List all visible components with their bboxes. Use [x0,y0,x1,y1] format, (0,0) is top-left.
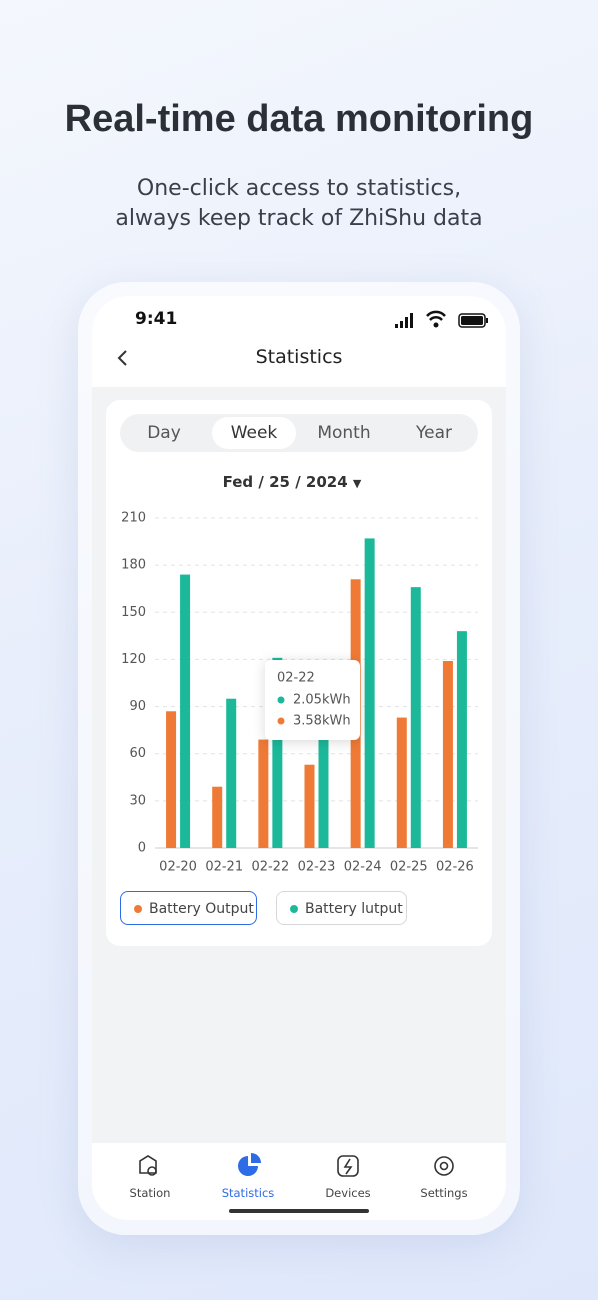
bar [396,717,407,848]
tooltip-title: 02-22 [277,671,315,686]
period-tab[interactable]: Month [317,423,371,443]
x-tick-label: 02-24 [344,860,382,875]
tooltip-box [265,660,360,740]
tab-station[interactable]: Station [129,1186,171,1200]
dropdown-arrow: ▼ [352,477,362,490]
date-label: Fed / 25 / 2024 [222,473,348,491]
tab-devices[interactable]: Devices [325,1186,371,1200]
x-tick-label: 02-23 [298,860,336,875]
y-tick-label: 210 [121,511,146,526]
bar [180,574,191,848]
y-tick-label: 0 [138,841,146,856]
y-tick-label: 120 [121,652,146,667]
headline: Real-time data monitoring [64,98,534,140]
status-time: 9:41 [135,309,178,329]
bar [364,538,375,848]
x-tick-label: 02-20 [159,860,197,875]
tooltip-dot [277,717,285,725]
status-icons [117,310,488,366]
period-tab[interactable]: Week [212,417,296,449]
nav-bar: 9:41 Statistics [92,296,506,387]
bar [410,587,421,848]
date-picker[interactable]: Fed / 25 / 2024 ▼ [106,473,478,491]
period-tabs: Day Week Month Year [120,414,478,452]
legend-dot [134,905,142,913]
tab-bar: Station Statistics Devices Settings [92,1143,506,1220]
subtitle-line: One-click access to statistics, [136,176,462,201]
bar [212,786,223,848]
bar [304,764,315,848]
nav-title: Statistics [255,346,343,368]
back-button[interactable] [117,350,127,366]
legend-item[interactable]: Battery Output [120,891,257,925]
tooltip: 02-22 2.05kWh 3.58kWh [265,660,360,740]
tooltip-item: 2.05kWh [293,693,351,708]
y-tick-label: 150 [121,605,146,620]
bar [258,739,269,848]
tab-icons [139,1153,454,1213]
period-tab[interactable]: Year [416,423,452,443]
y-tick-label: 60 [129,746,146,761]
tooltip-dot [277,696,285,704]
tab-statistics[interactable]: Statistics [221,1186,275,1200]
y-tick-label: 30 [129,793,146,808]
tooltip-item: 3.58kWh [293,714,351,729]
x-tick-label: 02-21 [205,860,243,875]
bar [456,631,467,848]
legend-dot [290,905,298,913]
bar [272,657,283,848]
y-tick-label: 90 [129,699,146,714]
x-tick-label: 02-22 [251,860,289,875]
x-tick-label: 02-25 [390,860,428,875]
bar [166,711,177,848]
y-tick-label: 180 [121,558,146,573]
legend-item[interactable]: Battery lutput [276,891,407,925]
phone-screen: 9:41 Statistics Day Week Month Year Fed … [92,296,506,1220]
subtitle-line: always keep track of ZhiShu data [115,206,483,231]
tab-settings[interactable]: Settings [420,1186,468,1200]
x-tick-label: 02-26 [436,860,474,875]
bar [442,661,453,848]
legend-label: Battery lutput [305,901,403,917]
period-tab[interactable]: Day [147,423,181,443]
bar [226,698,237,848]
legend-label: Battery Output [149,901,254,917]
bar [318,730,329,848]
